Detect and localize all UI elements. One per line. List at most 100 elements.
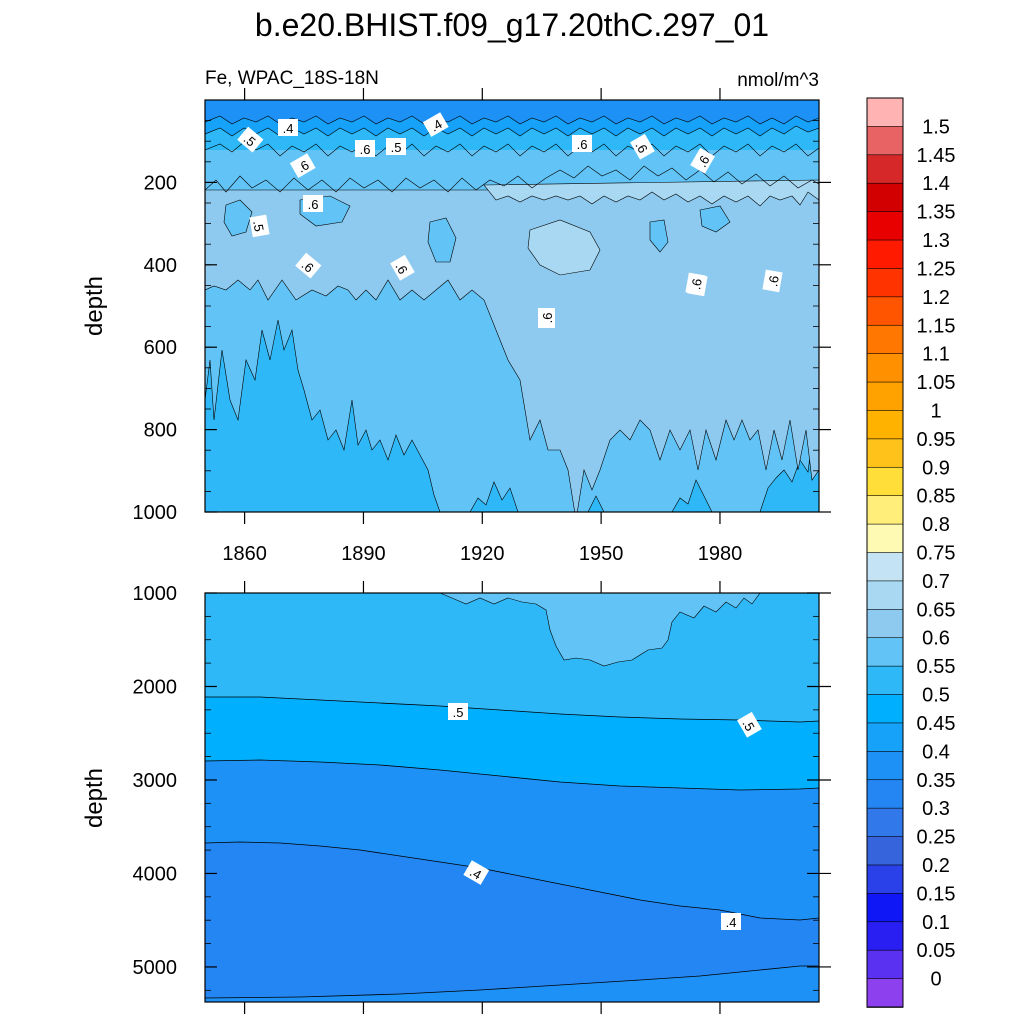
- lower-contour-label: .5: [448, 703, 468, 720]
- colorbar-swatch: [866, 495, 904, 525]
- colorbar-swatch: [866, 921, 904, 951]
- lower-panel-frame: [204, 592, 820, 1003]
- colorbar-level-label: 0.35: [917, 770, 956, 792]
- lower-contour-label-text: .4: [726, 915, 737, 930]
- upper-ytick-label: 600: [144, 337, 177, 359]
- lower-contour-label-text: .5: [453, 705, 464, 720]
- lower-contour-labels: .5 .5 .4 .4: [448, 703, 762, 930]
- colorbar-level-label: 0.3: [922, 798, 950, 820]
- upper-contour-label-bg: [278, 119, 298, 136]
- colorbar-level-label: 0.45: [917, 713, 956, 735]
- colorbar-swatch: [866, 410, 904, 440]
- upper-contour-fill: [205, 100, 819, 512]
- units-subtitle: nmol/m^3: [737, 70, 819, 91]
- upper-fill-065-patch: [483, 179, 819, 207]
- colorbar-level-label: 0.2: [922, 855, 950, 877]
- lower-panel: 1000 2000 3000 4000 5000 .5 .5 .4 .4 depth: [81, 581, 831, 1014]
- upper-contour-label-bg: [630, 133, 655, 160]
- lower-ylabel: depth: [81, 768, 108, 828]
- upper-ytick-label: 400: [144, 255, 177, 277]
- upper-contour-label-bg: [538, 308, 555, 328]
- lower-ytick-label: 5000: [133, 957, 178, 979]
- colorbar-swatch: [866, 893, 904, 923]
- upper-xtick-label: 1860: [222, 543, 267, 565]
- lower-ytick-label: 3000: [133, 770, 178, 792]
- colorbar-swatch: [866, 211, 904, 241]
- colorbar-level-label: 0.95: [917, 429, 956, 451]
- colorbar-swatch: [866, 751, 904, 781]
- colorbar-level-label: 1.5: [922, 116, 950, 138]
- colorbar-swatch: [866, 154, 904, 185]
- colorbar: 1.5 1.45 1.4 1.35 1.3 1.25 1.2 1.15 1.1 1.05 1 0.95…: [866, 97, 956, 1008]
- upper-contour-label: .4: [422, 112, 449, 137]
- upper-contour-label-bg: [386, 138, 406, 155]
- upper-contour-label-bg: [237, 126, 264, 153]
- upper-contour-label: .6: [630, 133, 655, 160]
- upper-fill-050-left: [205, 319, 441, 512]
- colorbar-level-label: 1.35: [917, 202, 956, 224]
- colorbar-level-label: 1.3: [922, 230, 950, 252]
- lower-contour-fill: [205, 593, 819, 1002]
- lower-fill-035: [205, 841, 819, 1002]
- colorbar-level-label: 0.6: [922, 628, 950, 650]
- upper-contour-label-bg: [295, 252, 322, 279]
- lower-contour-label: .5: [737, 711, 762, 738]
- colorbar-swatch: [866, 978, 904, 1008]
- upper-contour-label: .6: [538, 308, 555, 328]
- upper-contour-label-bg: [762, 269, 783, 293]
- colorbar-swatch: [866, 126, 904, 156]
- upper-fill-050-bottom: [469, 379, 819, 512]
- upper-contour-label: .6: [295, 252, 322, 279]
- colorbar-level-label: 1.45: [917, 145, 956, 167]
- upper-fill-050-055-transition: [205, 141, 819, 157]
- upper-contour-label: .5: [249, 214, 270, 238]
- lower-ytick-label: 2000: [133, 676, 178, 698]
- upper-contour-label-text: .6: [308, 197, 319, 212]
- lower-ytick-label: 4000: [133, 863, 178, 885]
- colorbar-level-label: 0: [930, 969, 941, 991]
- upper-ytick-label: 800: [144, 420, 177, 442]
- upper-xtick-label: 1980: [698, 543, 743, 565]
- upper-contour-label: .5: [386, 138, 406, 155]
- colorbar-swatch: [866, 296, 904, 327]
- colorbar-swatch: [866, 324, 904, 355]
- upper-contour-label-bg: [572, 135, 592, 152]
- variable-subtitle: Fe, WPAC_18S-18N: [205, 68, 379, 89]
- chart-title: b.e20.BHIST.f09_g17.20thC.297_01: [255, 7, 769, 43]
- upper-xtick-label: 1920: [460, 543, 505, 565]
- colorbar-swatch: [866, 182, 904, 213]
- colorbar-level-label: 0.15: [917, 883, 956, 905]
- colorbar-level-label: 0.5: [922, 685, 950, 707]
- colorbar-swatch: [866, 239, 904, 270]
- upper-axis-ticks: 200 400 600 800 1000 1860 1890 1920 1950 1980: [133, 88, 831, 565]
- colorbar-level-label: 1.4: [922, 173, 950, 195]
- upper-ytick-label: 200: [144, 172, 177, 194]
- colorbar-swatch: [866, 466, 904, 497]
- colorbar-level-label: 1.1: [922, 344, 950, 366]
- colorbar-level-label: 0.1: [922, 912, 950, 934]
- upper-xtick-label: 1890: [341, 543, 386, 565]
- upper-contour-label: .6: [685, 272, 706, 296]
- upper-contour-label: .6: [289, 153, 316, 178]
- colorbar-swatch: [866, 580, 904, 611]
- upper-contour-label-bg: [390, 254, 415, 281]
- colorbar-level-label: 1.2: [922, 287, 950, 309]
- upper-contour-label: .6: [355, 140, 375, 157]
- upper-contour-label: .6: [762, 269, 783, 293]
- colorbar-level-label: 1.15: [917, 315, 956, 337]
- colorbar-swatch: [866, 552, 904, 582]
- lower-contour-label-bg: [463, 860, 490, 885]
- colorbar-swatch: [866, 807, 904, 838]
- colorbar-swatch: [866, 268, 904, 298]
- colorbar-swatch: [866, 864, 904, 895]
- colorbar-swatch: [866, 694, 904, 724]
- upper-contour-label-text: .6: [688, 277, 705, 290]
- upper-contour-label-text: .5: [391, 140, 402, 155]
- upper-contour-label-text: .6: [577, 137, 588, 152]
- upper-fill-055-patches: [223, 195, 731, 263]
- colorbar-swatch: [866, 523, 904, 554]
- colorbar-frame: [866, 97, 904, 1008]
- upper-contour-label: .5: [237, 126, 264, 153]
- colorbar-level-label: 0.25: [917, 827, 956, 849]
